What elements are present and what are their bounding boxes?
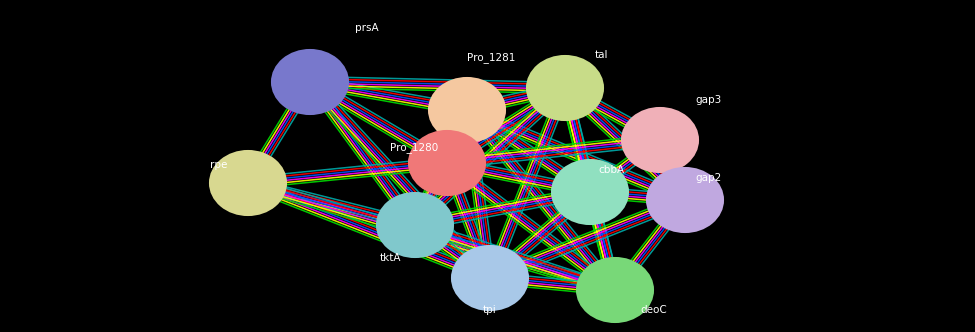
Text: Pro_1280: Pro_1280 (390, 142, 438, 153)
Text: tpi: tpi (484, 305, 497, 315)
Text: cbbA: cbbA (598, 165, 624, 175)
Text: Pro_1281: Pro_1281 (467, 52, 516, 63)
Ellipse shape (429, 78, 505, 142)
Ellipse shape (272, 50, 348, 114)
Text: tktA: tktA (380, 253, 402, 263)
Text: rpe: rpe (210, 160, 227, 170)
Text: gap3: gap3 (695, 95, 722, 105)
Ellipse shape (377, 193, 453, 257)
Text: deoC: deoC (640, 305, 667, 315)
Ellipse shape (527, 56, 603, 120)
Ellipse shape (622, 108, 698, 172)
Ellipse shape (210, 151, 286, 215)
Ellipse shape (577, 258, 653, 322)
Ellipse shape (552, 160, 628, 224)
Text: tal: tal (595, 50, 608, 60)
Text: prsA: prsA (355, 23, 378, 33)
Ellipse shape (409, 131, 485, 195)
Text: gap2: gap2 (695, 173, 722, 183)
Ellipse shape (647, 168, 723, 232)
Ellipse shape (452, 246, 528, 310)
